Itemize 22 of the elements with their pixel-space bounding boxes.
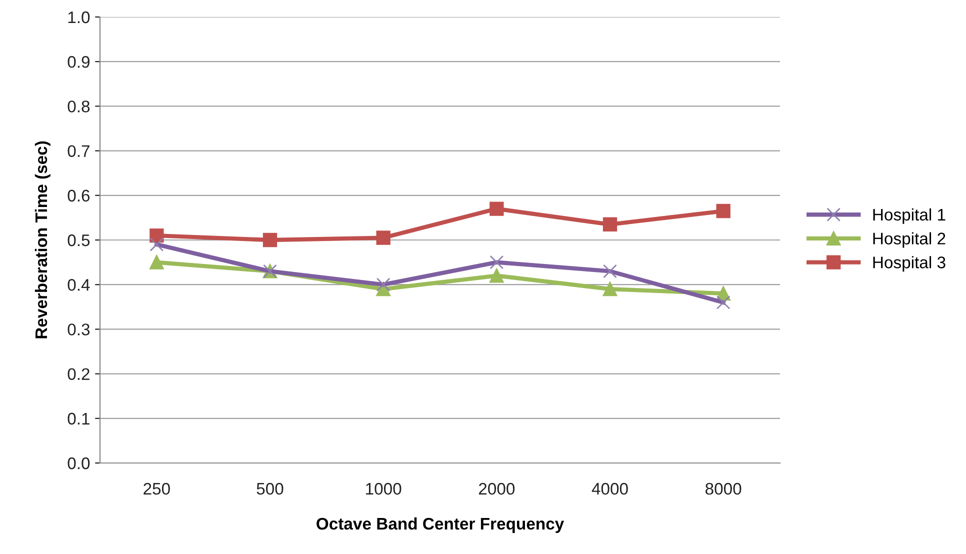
legend-label: Hospital 3 xyxy=(873,256,946,272)
y-tick-label: 0.0 xyxy=(68,457,90,470)
y-axis-title: Reverberation Time (sec) xyxy=(34,141,50,338)
y-tick-label: 0.4 xyxy=(68,279,90,291)
y-tick-label: 0.1 xyxy=(68,412,90,425)
x-tick-label: 8000 xyxy=(706,482,742,495)
y-tick-label: 0.5 xyxy=(68,234,90,246)
legend-label: Hospital 2 xyxy=(873,232,946,248)
x-tick-label: 2000 xyxy=(478,482,515,495)
legend-label: Hospital 1 xyxy=(873,208,946,224)
y-tick-label: 0.2 xyxy=(68,368,90,380)
y-tick-label: 0.9 xyxy=(68,56,90,68)
x-tick-label: 250 xyxy=(144,482,170,495)
y-tick-label: 0.3 xyxy=(68,324,90,336)
y-tick-label: 0.8 xyxy=(68,100,90,112)
x-axis-title: Octave Band Center Frequency xyxy=(316,517,564,533)
x-tick-label: 1000 xyxy=(366,482,402,495)
y-tick-label: 0.7 xyxy=(68,145,90,158)
y-tick-label: 0.6 xyxy=(68,190,90,202)
y-tick-label: 1.0 xyxy=(68,11,90,24)
x-tick-label: 4000 xyxy=(592,482,628,495)
x-tick-label: 500 xyxy=(256,482,284,495)
